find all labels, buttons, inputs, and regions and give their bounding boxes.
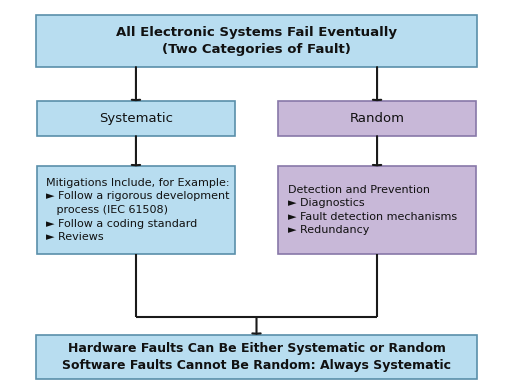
Text: Random: Random [349,112,405,125]
Text: All Electronic Systems Fail Eventually
(Two Categories of Fault): All Electronic Systems Fail Eventually (… [116,26,397,56]
Text: Mitigations Include, for Example:
► Follow a rigorous development
   process (IE: Mitigations Include, for Example: ► Foll… [46,178,230,242]
FancyBboxPatch shape [278,166,476,254]
FancyBboxPatch shape [36,335,477,380]
FancyBboxPatch shape [37,101,235,136]
FancyBboxPatch shape [278,101,476,136]
FancyBboxPatch shape [37,166,235,254]
Text: Systematic: Systematic [99,112,173,125]
Text: Hardware Faults Can Be Either Systematic or Random
Software Faults Cannot Be Ran: Hardware Faults Can Be Either Systematic… [62,342,451,372]
FancyBboxPatch shape [36,14,477,67]
Text: Detection and Prevention
► Diagnostics
► Fault detection mechanisms
► Redundancy: Detection and Prevention ► Diagnostics ►… [287,185,457,235]
